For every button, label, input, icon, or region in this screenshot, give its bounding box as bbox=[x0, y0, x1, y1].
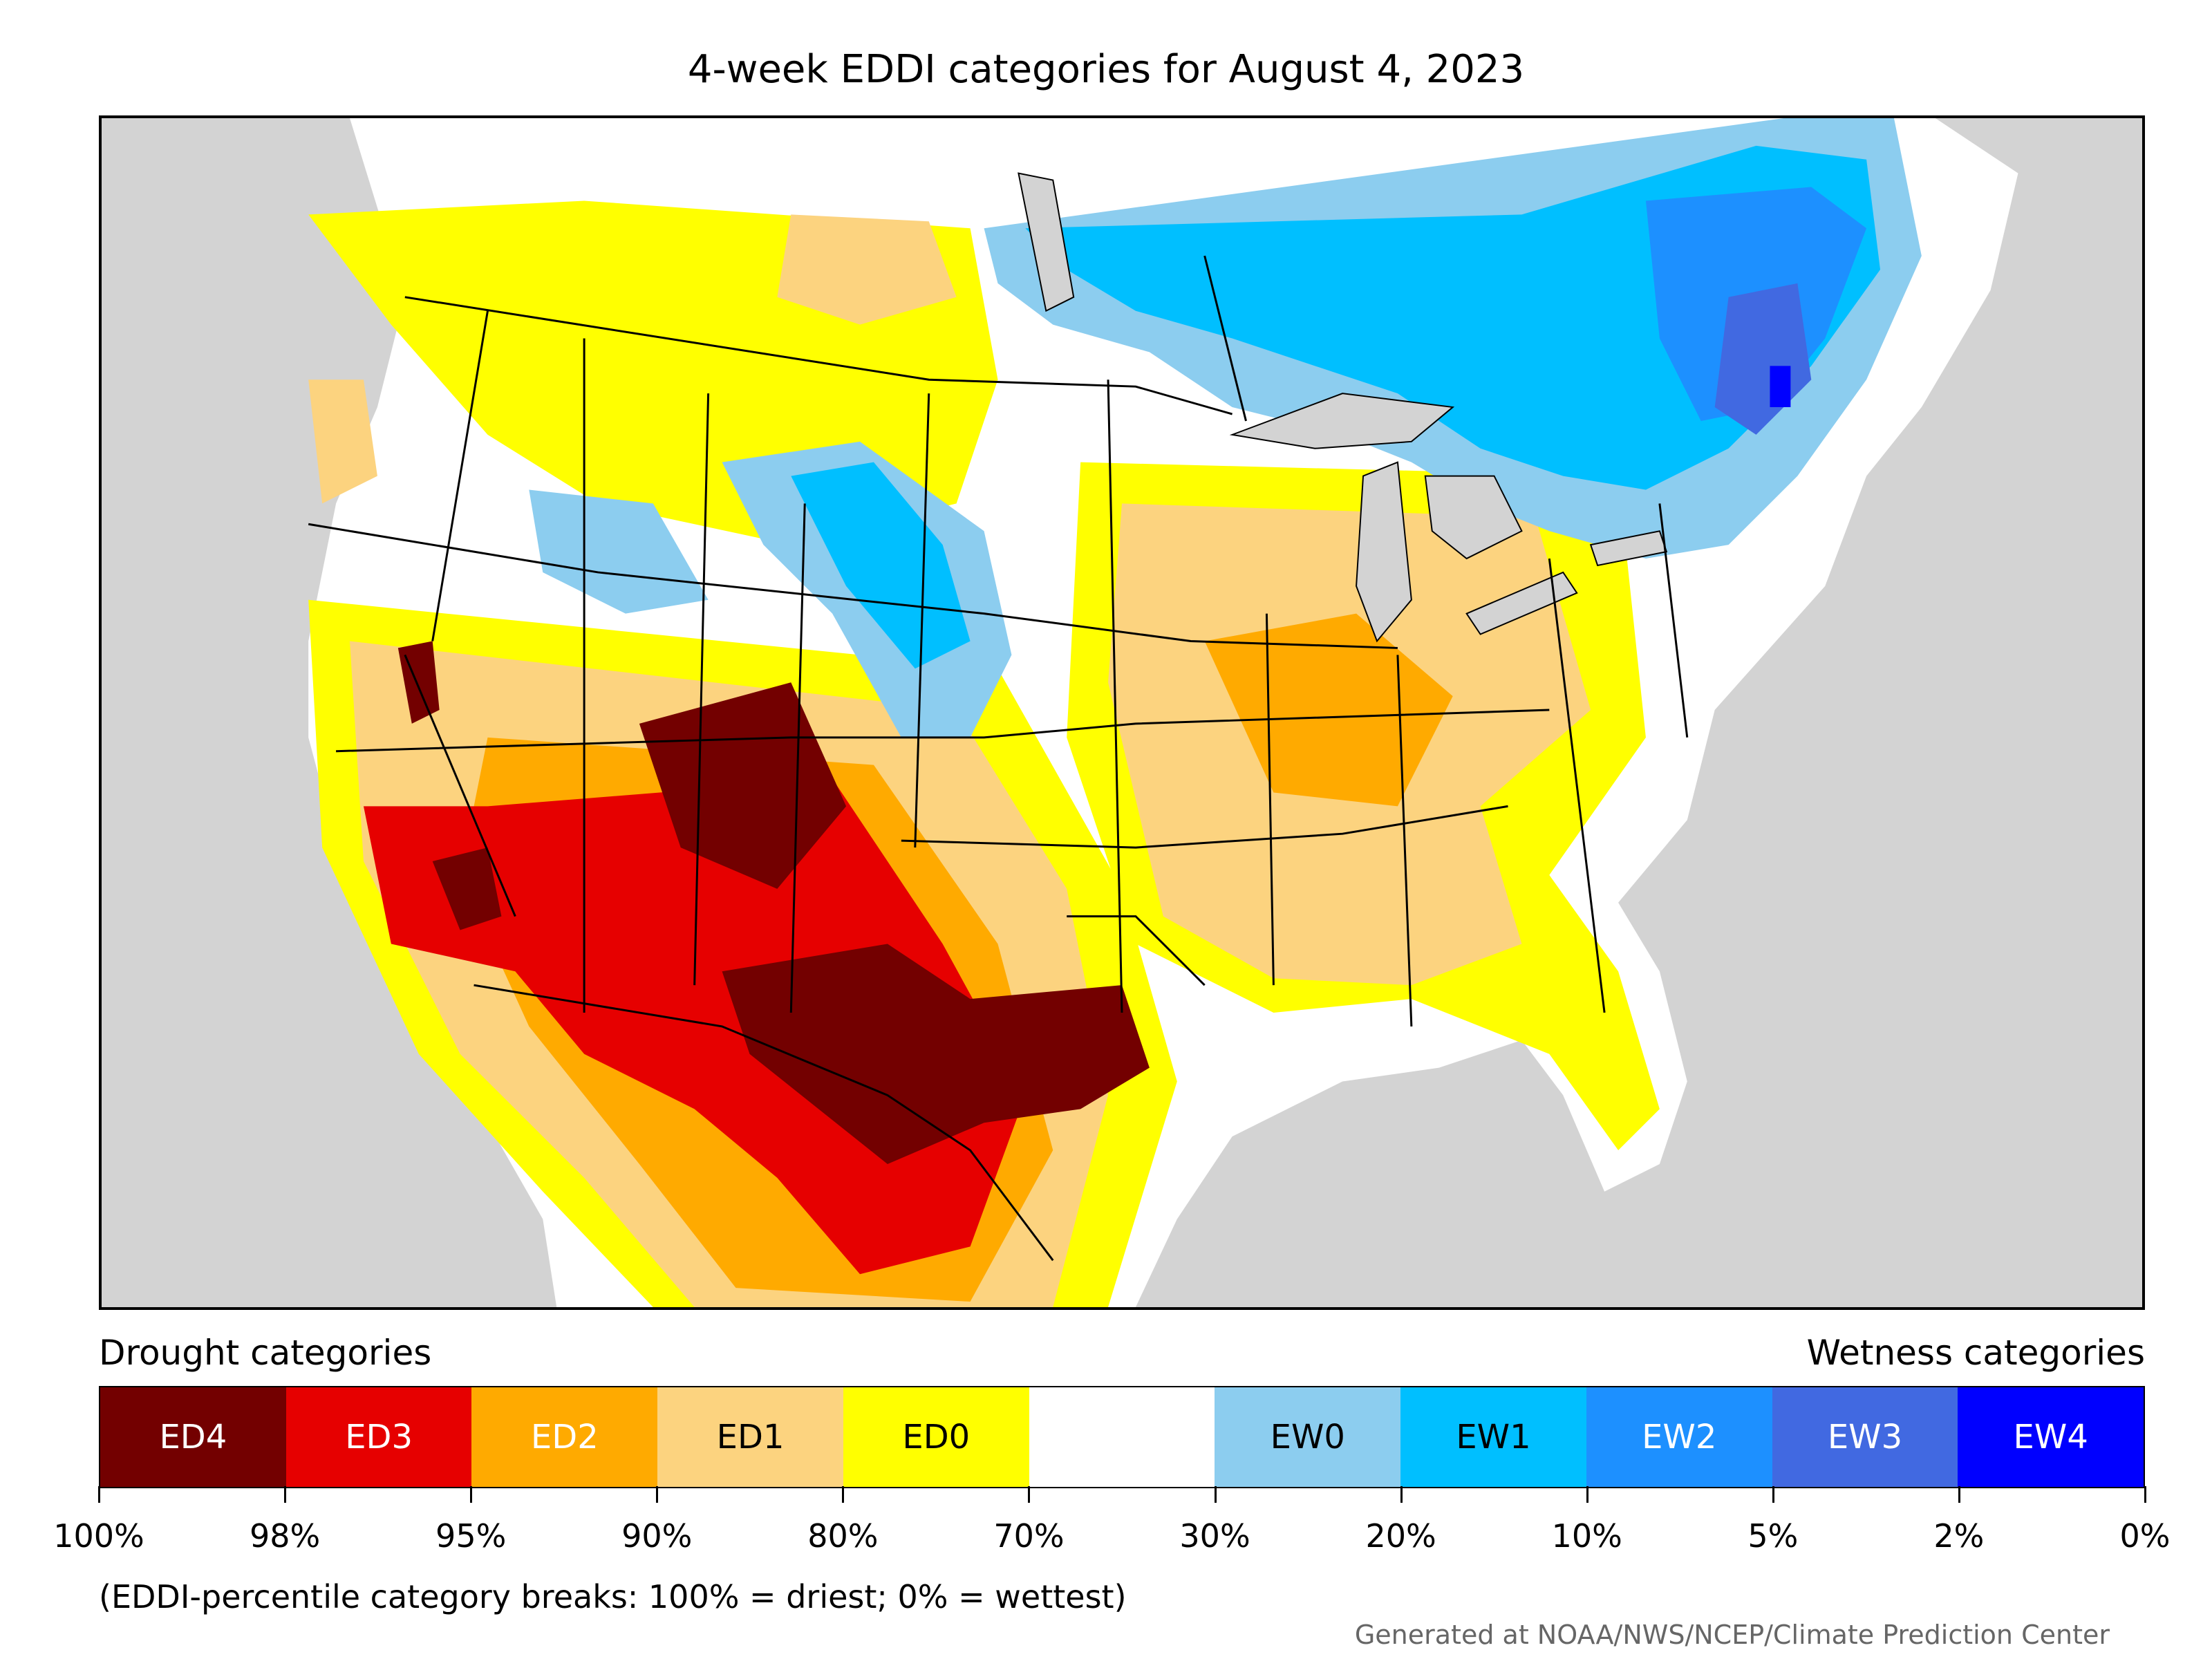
map-title: 4-week EDDI categories for August 4, 202… bbox=[687, 47, 1525, 92]
credit-line: Generated at NOAA/NWS/NCEP/Climate Predi… bbox=[1354, 1620, 2110, 1650]
legend-tick bbox=[1400, 1486, 1403, 1503]
legend-category-normal bbox=[1029, 1387, 1215, 1487]
legend-tick-label: 2% bbox=[1933, 1517, 1985, 1555]
legend-category-ew3: EW3 bbox=[1772, 1387, 1958, 1487]
legend-category-ed2: ED2 bbox=[471, 1387, 658, 1487]
legend-tick bbox=[470, 1486, 473, 1503]
legend-category-ed0: ED0 bbox=[843, 1387, 1029, 1487]
legend-colorbar: ED4 ED3 ED2 ED1 ED0 EW0 EW1 EW2 EW3 EW4 bbox=[99, 1386, 2145, 1488]
legend-tick-label: 100% bbox=[53, 1517, 144, 1555]
legend-category-ew2: EW2 bbox=[1586, 1387, 1772, 1487]
lake-ontario bbox=[1589, 530, 1668, 567]
legend-tick bbox=[98, 1486, 100, 1503]
lake-winnipeg bbox=[1018, 172, 1075, 312]
legend-tick-label: 5% bbox=[1747, 1517, 1799, 1555]
legend-tick bbox=[2144, 1486, 2146, 1503]
legend-ticks bbox=[98, 1486, 2146, 1507]
great-lakes bbox=[1018, 172, 1668, 643]
legend-category-ew4: EW4 bbox=[1958, 1387, 2144, 1487]
lake-superior bbox=[1229, 393, 1455, 449]
legend-category-ed3: ED3 bbox=[285, 1387, 472, 1487]
legend-tick-label: 0% bbox=[2119, 1517, 2171, 1555]
legend-category-ew0: EW0 bbox=[1215, 1387, 1401, 1487]
lake-erie bbox=[1465, 571, 1578, 635]
legend-category-ed4: ED4 bbox=[100, 1387, 286, 1487]
legend-tick bbox=[842, 1486, 845, 1503]
legend-tick bbox=[1214, 1486, 1217, 1503]
legend-tick-label: 70% bbox=[993, 1517, 1065, 1555]
legend-tick bbox=[1028, 1486, 1031, 1503]
map-canvas bbox=[102, 118, 2142, 1307]
legend-tick-label: 20% bbox=[1365, 1517, 1436, 1555]
lake-michigan bbox=[1356, 461, 1412, 643]
legend-tick-label: 30% bbox=[1179, 1517, 1250, 1555]
legend-tick-label: 10% bbox=[1551, 1517, 1622, 1555]
drought-categories-heading: Drought categories bbox=[99, 1333, 432, 1373]
legend-tick bbox=[1586, 1486, 1588, 1503]
state-borders bbox=[308, 255, 1689, 1262]
wetness-categories-heading: Wetness categories bbox=[1806, 1333, 2145, 1373]
percentile-note: (EDDI-percentile category breaks: 100% =… bbox=[99, 1578, 1127, 1615]
legend-category-ew1: EW1 bbox=[1400, 1387, 1586, 1487]
legend-tick-label: 90% bbox=[621, 1517, 693, 1555]
legend-tick-label: 98% bbox=[249, 1517, 321, 1555]
legend-tick bbox=[1772, 1486, 1774, 1503]
legend-tick bbox=[284, 1486, 287, 1503]
eddi-map bbox=[99, 115, 2145, 1310]
lake-huron bbox=[1424, 475, 1523, 560]
legend-tick-label: 95% bbox=[435, 1517, 507, 1555]
legend-category-ed1: ED1 bbox=[657, 1387, 843, 1487]
legend-tick bbox=[1958, 1486, 1960, 1503]
legend-tick bbox=[656, 1486, 659, 1503]
legend-tick-label: 80% bbox=[807, 1517, 879, 1555]
wetness-regions bbox=[529, 118, 1922, 738]
